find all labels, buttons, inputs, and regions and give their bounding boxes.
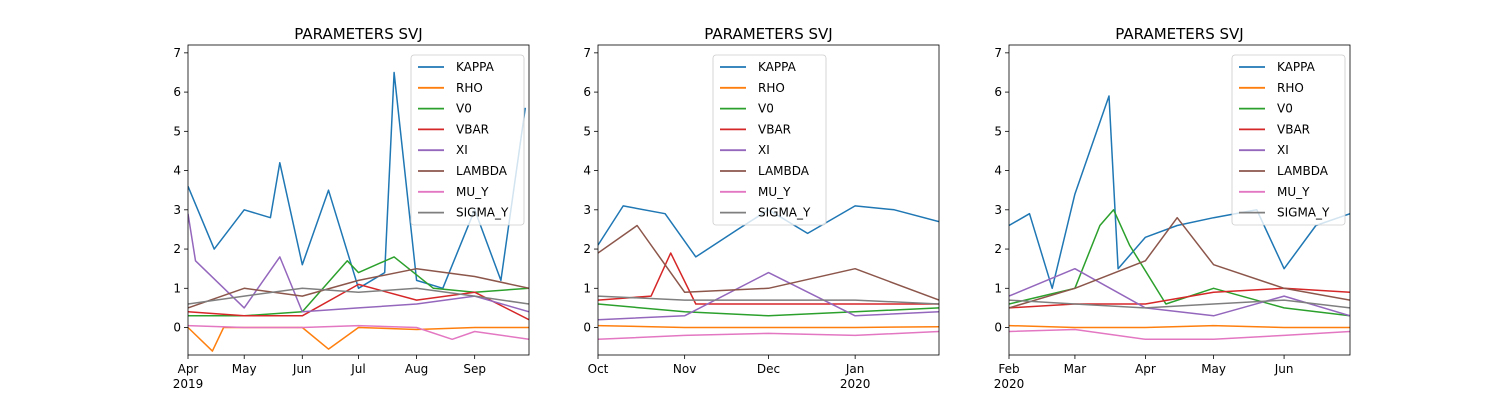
x-tick-label: Oct bbox=[588, 362, 609, 376]
x-tick-label: Dec bbox=[757, 362, 780, 376]
x-tick-year-label: 2020 bbox=[840, 377, 871, 391]
series-line-xi bbox=[188, 213, 529, 313]
y-tick-label: 4 bbox=[173, 164, 181, 178]
legend-label: LAMBDA bbox=[758, 164, 810, 178]
legend-label: XI bbox=[1277, 143, 1289, 157]
legend-label: V0 bbox=[456, 102, 472, 116]
legend-label: KAPPA bbox=[456, 60, 495, 74]
legend-label: RHO bbox=[758, 81, 785, 95]
y-tick-label: 6 bbox=[994, 85, 1002, 99]
x-tick-label: Jan bbox=[845, 362, 865, 376]
x-tick-label: Jun bbox=[292, 362, 312, 376]
legend-label: SIGMA_Y bbox=[1277, 206, 1330, 220]
legend-label: VBAR bbox=[456, 122, 489, 136]
series-line-mu-y bbox=[1009, 328, 1350, 341]
y-tick-label: 5 bbox=[173, 124, 181, 138]
legend: KAPPA RHO V0 VBAR XI LAMBDA MU_Y SIGMA_Y bbox=[410, 54, 525, 226]
y-tick-label: 6 bbox=[583, 85, 591, 99]
y-tick-label: 7 bbox=[994, 46, 1002, 60]
series-line-sigma-y bbox=[1009, 299, 1350, 309]
series-line-v0 bbox=[598, 303, 939, 317]
series-line-mu-y bbox=[598, 330, 939, 341]
x-tick-label: May bbox=[232, 362, 257, 376]
series-line-rho bbox=[188, 326, 529, 352]
y-tick-label: 4 bbox=[583, 164, 591, 178]
legend-label: KAPPA bbox=[758, 60, 797, 74]
legend-label: MU_Y bbox=[1277, 185, 1310, 199]
series-line-vbar bbox=[188, 283, 529, 321]
x-tick-year-label: 2020 bbox=[994, 377, 1025, 391]
series-line-mu-y bbox=[188, 324, 529, 341]
y-tick-label: 0 bbox=[994, 321, 1002, 335]
chart-title: PARAMETERS SVJ bbox=[704, 25, 832, 43]
y-tick-label: 3 bbox=[994, 203, 1002, 217]
series-line-kappa bbox=[1009, 95, 1350, 290]
y-tick-label: 3 bbox=[173, 203, 181, 217]
legend-label: XI bbox=[758, 143, 770, 157]
legend-label: RHO bbox=[1277, 81, 1304, 95]
series-line-lambda bbox=[1009, 216, 1350, 309]
series-line-sigma-y bbox=[598, 295, 939, 305]
y-tick-label: 5 bbox=[583, 124, 591, 138]
y-tick-label: 1 bbox=[994, 281, 1002, 295]
y-tick-label: 1 bbox=[583, 281, 591, 295]
series-line-rho bbox=[1009, 324, 1350, 329]
y-tick-label: 2 bbox=[173, 242, 181, 256]
series-line-rho bbox=[598, 324, 939, 329]
legend-label: RHO bbox=[456, 81, 483, 95]
series-line-xi bbox=[1009, 267, 1350, 317]
legend: KAPPA RHO V0 VBAR XI LAMBDA MU_Y SIGMA_Y bbox=[1231, 54, 1346, 226]
legend-label: V0 bbox=[758, 102, 774, 116]
series-line-vbar bbox=[598, 252, 939, 305]
legend-label: V0 bbox=[1277, 102, 1293, 116]
y-tick-label: 3 bbox=[583, 203, 591, 217]
chart-title: PARAMETERS SVJ bbox=[294, 25, 422, 43]
y-tick-label: 5 bbox=[994, 124, 1002, 138]
x-tick-label: Sep bbox=[463, 362, 486, 376]
series-line-vbar bbox=[1009, 287, 1350, 309]
chart-title: PARAMETERS SVJ bbox=[1115, 25, 1243, 43]
series-line-v0 bbox=[188, 256, 529, 317]
x-tick-label: Jul bbox=[350, 362, 365, 376]
x-tick-label: Nov bbox=[673, 362, 696, 376]
y-tick-label: 2 bbox=[583, 242, 591, 256]
legend-label: XI bbox=[456, 143, 468, 157]
y-tick-label: 0 bbox=[173, 321, 181, 335]
y-tick-label: 4 bbox=[994, 164, 1002, 178]
y-tick-label: 6 bbox=[173, 85, 181, 99]
x-tick-label: Feb bbox=[998, 362, 1019, 376]
legend-label: LAMBDA bbox=[1277, 164, 1329, 178]
x-tick-label: Apr bbox=[178, 362, 199, 376]
series-line-kappa bbox=[188, 71, 527, 290]
y-tick-label: 0 bbox=[583, 321, 591, 335]
legend-label: VBAR bbox=[758, 122, 791, 136]
legend-label: MU_Y bbox=[456, 185, 489, 199]
y-tick-label: 1 bbox=[173, 281, 181, 295]
series-line-lambda bbox=[188, 267, 529, 309]
legend-label: MU_Y bbox=[758, 185, 791, 199]
x-tick-label: Apr bbox=[1135, 362, 1156, 376]
series-line-lambda bbox=[598, 224, 939, 301]
x-tick-year-label: 2019 bbox=[173, 377, 204, 391]
y-tick-label: 7 bbox=[173, 46, 181, 60]
legend-label: KAPPA bbox=[1277, 60, 1316, 74]
x-tick-label: Aug bbox=[405, 362, 428, 376]
plot-frame bbox=[1008, 44, 1351, 356]
series-line-sigma-y bbox=[188, 287, 529, 305]
series-line-xi bbox=[598, 271, 939, 321]
y-tick-label: 7 bbox=[583, 46, 591, 60]
x-tick-label: Mar bbox=[1064, 362, 1087, 376]
legend-label: VBAR bbox=[1277, 122, 1310, 136]
legend-label: SIGMA_Y bbox=[758, 206, 811, 220]
x-tick-label: May bbox=[1201, 362, 1226, 376]
x-tick-label: Jun bbox=[1274, 362, 1294, 376]
y-tick-label: 2 bbox=[994, 242, 1002, 256]
legend: KAPPA RHO V0 VBAR XI LAMBDA MU_Y SIGMA_Y bbox=[712, 54, 827, 226]
legend-label: SIGMA_Y bbox=[456, 206, 509, 220]
legend-label: LAMBDA bbox=[456, 164, 508, 178]
